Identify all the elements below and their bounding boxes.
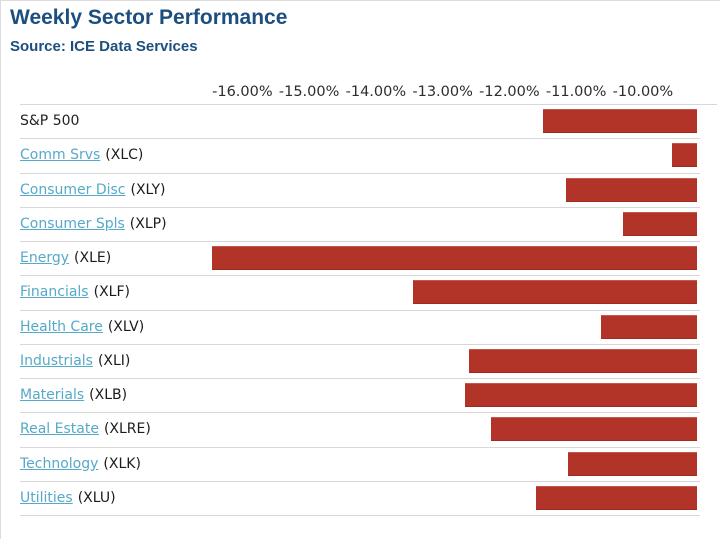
row-label: Utilities (XLU) — [20, 481, 116, 515]
axis-tick-label: -10.00% — [612, 84, 674, 100]
axis-tick-label: -13.00% — [412, 84, 473, 100]
ticker-label: (XLI) — [97, 352, 131, 369]
chart-row: Comm Srvs (XLC) — [20, 138, 700, 174]
ticker-label: (XLK) — [103, 455, 141, 472]
sector-link[interactable]: Industrials — [20, 352, 93, 369]
chart-row: Real Estate (XLRE) — [20, 412, 700, 448]
ticker-label: (XLU) — [77, 489, 116, 506]
sector-bar — [568, 451, 697, 476]
row-label: Real Estate (XLRE) — [20, 412, 151, 446]
sector-bar — [566, 177, 697, 202]
ticker-label: (XLF) — [93, 284, 130, 301]
x-axis-line — [20, 104, 717, 105]
row-label: Industrials (XLI) — [20, 344, 130, 378]
ticker-label: (XLP) — [129, 215, 167, 232]
row-label: Health Care (XLV) — [20, 310, 144, 344]
chart-row: Health Care (XLV) — [20, 310, 700, 345]
sector-link[interactable]: Health Care — [20, 318, 103, 335]
axis-tick-label: -12.00% — [479, 84, 540, 100]
sector-bar — [622, 211, 697, 236]
chart-row: Energy (XLE) — [20, 241, 700, 277]
ticker-label: (XLE) — [74, 250, 112, 266]
ticker-label: (XLY) — [130, 181, 166, 198]
sector-link[interactable]: Real Estate — [20, 421, 99, 438]
sector-link[interactable]: Consumer Spls — [20, 215, 125, 232]
chart-row: Consumer Disc (XLY) — [20, 173, 700, 208]
sector-link[interactable]: Utilities — [20, 489, 73, 506]
x-axis-tick-labels: -16.00% -15.00% -14.00% -13.00% -12.00% -11.0… — [0, 82, 720, 102]
row-label: Comm Srvs (XLC) — [20, 138, 143, 172]
chart-row: Consumer Spls (XLP) — [20, 207, 700, 242]
axis-tick-label: -15.00% — [278, 84, 340, 100]
sector-link[interactable]: Energy — [20, 250, 70, 266]
chart-row: Technology (XLK) — [20, 447, 700, 482]
sector-link[interactable]: Materials — [20, 387, 85, 403]
sector-bar — [468, 348, 697, 373]
row-label: Financials (XLF) — [20, 275, 130, 309]
row-label: Technology (XLK) — [20, 447, 141, 481]
sector-bar — [543, 109, 697, 134]
row-label: Consumer Disc (XLY) — [20, 173, 166, 207]
axis-tick-label: -16.00% — [212, 84, 273, 100]
axis-tick-label: -14.00% — [345, 84, 407, 100]
ticker-label: (XLC) — [105, 147, 144, 164]
axis-tick-label: -11.00% — [545, 84, 607, 100]
chart-row: S&P 500 — [20, 104, 700, 140]
page-title: Weekly Sector Performance — [10, 6, 288, 29]
left-edge-border — [0, 0, 1, 539]
chart-row: Utilities (XLU) — [20, 481, 700, 516]
sector-link[interactable]: Comm Srvs — [20, 147, 101, 164]
top-edge-border — [0, 0, 720, 1]
sector-bar — [490, 417, 697, 442]
sector-label: S&P 500 — [20, 113, 80, 129]
chart-row: Materials (XLB) — [20, 378, 700, 414]
ticker-label: (XLV) — [107, 318, 145, 335]
row-label: S&P 500 — [20, 104, 79, 138]
row-label: Consumer Spls (XLP) — [20, 207, 167, 241]
row-label: Energy (XLE) — [20, 241, 111, 275]
row-label: Materials (XLB) — [20, 378, 127, 412]
ticker-label: (XLB) — [89, 387, 128, 403]
chart-row: Industrials (XLI) — [20, 344, 700, 379]
sector-bar — [212, 246, 697, 271]
sector-bar — [536, 485, 697, 510]
sector-bar — [412, 280, 697, 305]
sector-link[interactable]: Financials — [20, 284, 89, 301]
ticker-label: (XLRE) — [103, 421, 151, 438]
sector-bar — [600, 314, 697, 339]
source-label: Source: ICE Data Services — [10, 38, 198, 55]
sector-link[interactable]: Consumer Disc — [20, 181, 126, 198]
chart-row: Financials (XLF) — [20, 275, 700, 311]
sector-link[interactable]: Technology — [20, 455, 99, 472]
sector-bar — [464, 383, 697, 408]
sector-bar — [671, 143, 697, 168]
